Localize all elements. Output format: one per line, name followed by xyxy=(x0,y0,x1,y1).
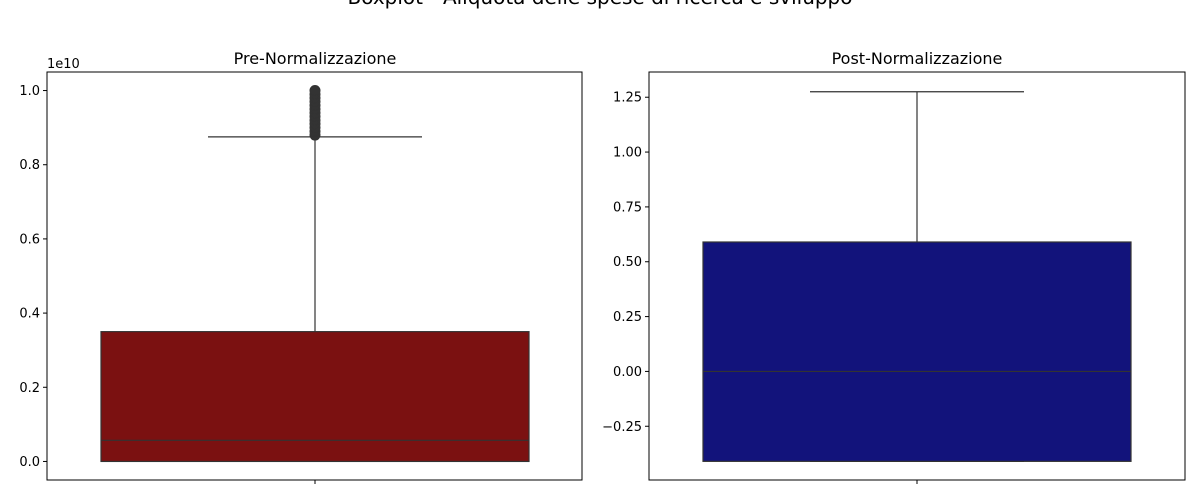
iqr-box xyxy=(702,241,1132,462)
chart-post-normalizzazione: Post-Normalizzazione −0.25 0.00 0.25 0.50 0.… xyxy=(602,49,1186,484)
y-tick-label: 1.25 xyxy=(613,91,642,106)
suptitle: Boxplot - Aliquota delle spese di ricerc… xyxy=(348,0,853,9)
y-tick-label: 0.6 xyxy=(19,232,40,247)
y-tick-label: 0.25 xyxy=(613,310,642,325)
offset-label: 1e10 xyxy=(47,57,80,72)
chart-pre-normalizzazione: Pre-Normalizzazione 1e10 0.0 0.2 0.4 0.6 0.8… xyxy=(19,49,583,484)
chart-title-post: Post-Normalizzazione xyxy=(832,49,1003,68)
iqr-box xyxy=(100,331,530,463)
y-tick-label: −0.25 xyxy=(602,420,642,435)
y-tick-label: 0.8 xyxy=(19,158,40,173)
y-tick-label: 0.2 xyxy=(19,381,40,396)
y-tick-label: 0.75 xyxy=(613,200,642,215)
y-tick-label: 0.0 xyxy=(19,455,40,470)
y-tick-label: 0.00 xyxy=(613,365,642,380)
y-tick-label: 0.50 xyxy=(613,255,642,270)
y-tick-label: 1.0 xyxy=(19,84,40,99)
y-tick-label: 0.4 xyxy=(19,307,40,322)
y-tick-label: 1.00 xyxy=(613,146,642,161)
outlier-point xyxy=(309,85,321,97)
chart-title-pre: Pre-Normalizzazione xyxy=(234,49,397,68)
